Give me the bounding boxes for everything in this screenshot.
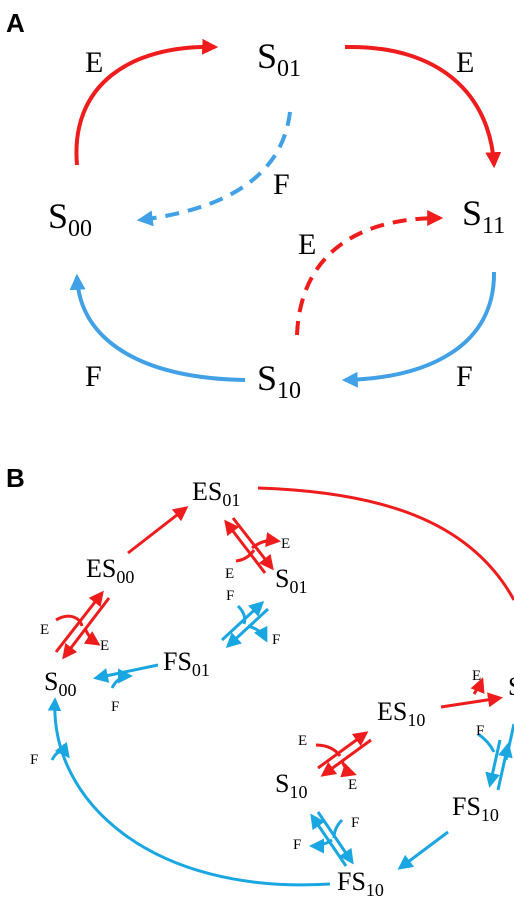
small-label-f5: F bbox=[476, 723, 484, 739]
side-f-fs01-in bbox=[236, 604, 247, 625]
side-e-in-es00 bbox=[55, 614, 84, 627]
node-fs10-right: FS10 bbox=[452, 792, 499, 825]
side-f-right bbox=[477, 732, 496, 753]
edge-label-e-center: E bbox=[298, 228, 316, 261]
edge-label-f-bottom-left: F bbox=[85, 360, 102, 393]
node-s00: S00 bbox=[44, 667, 76, 700]
edge-label-e-top-left: E bbox=[85, 46, 103, 79]
node-s11-cut: S bbox=[508, 672, 514, 701]
arc-fs10-to-s00 bbox=[47, 697, 331, 887]
side-f-s00 bbox=[110, 668, 133, 689]
node-es10: ES10 bbox=[377, 697, 425, 730]
node-s01: S01 bbox=[275, 564, 307, 597]
small-label-e5: E bbox=[472, 668, 481, 684]
node-fs10-bottom: FS10 bbox=[337, 867, 384, 900]
arrow-es10-to-right bbox=[440, 692, 503, 709]
edge-label-f-bottom-right: F bbox=[456, 360, 473, 393]
pair-s00-es00-down bbox=[62, 597, 111, 660]
side-e-right bbox=[470, 677, 485, 695]
edge-label-f-center: F bbox=[273, 168, 290, 201]
state-s01: S01 bbox=[257, 36, 301, 82]
side-e-es01-in bbox=[235, 549, 256, 563]
state-s10: S10 bbox=[257, 358, 301, 404]
small-label-e2: E bbox=[100, 638, 109, 654]
side-f-fs10-out bbox=[309, 838, 333, 854]
small-label-e4: E bbox=[225, 566, 234, 582]
small-label-e3: E bbox=[281, 536, 290, 552]
small-label-e7: E bbox=[348, 777, 357, 793]
small-label-f3: F bbox=[111, 699, 119, 715]
arrow-fs10-right-to-fs10-bottom bbox=[397, 830, 449, 870]
arrow-s00-to-s01-e bbox=[74, 38, 219, 166]
arrow-s11-to-s10-f bbox=[341, 271, 497, 388]
small-label-f7: F bbox=[293, 837, 301, 853]
side-e-es01 bbox=[251, 532, 281, 550]
side-f-fs10-in bbox=[332, 818, 344, 839]
arrow-s10-to-s11-e-dashed bbox=[295, 210, 444, 336]
side-e-es10-in bbox=[315, 743, 342, 757]
side-e-out-es00 bbox=[83, 627, 101, 646]
pair-es01-s01-up bbox=[224, 519, 267, 574]
pair-es01-s01-down bbox=[231, 517, 274, 571]
arrow-es00-to-es01 bbox=[127, 506, 189, 555]
arrow-s01-to-s00-f-dashed bbox=[136, 111, 292, 227]
small-label-f4: F bbox=[30, 752, 38, 768]
state-s11: S11 bbox=[462, 193, 505, 239]
small-label-f6: F bbox=[351, 815, 359, 831]
node-fs01: FS01 bbox=[163, 647, 210, 680]
node-s10: S10 bbox=[275, 769, 307, 802]
side-f-right-2 bbox=[504, 723, 514, 761]
small-label-e1: E bbox=[40, 622, 49, 638]
side-e-es10-out bbox=[340, 759, 357, 778]
node-es00: ES00 bbox=[86, 554, 134, 587]
node-es01: ES01 bbox=[192, 477, 240, 510]
edge-label-e-top-right: E bbox=[456, 46, 474, 79]
state-s00: S00 bbox=[48, 196, 92, 242]
side-f-left bbox=[50, 741, 70, 761]
small-label-f1: F bbox=[226, 588, 234, 604]
panel-b-label: B bbox=[6, 463, 25, 493]
pair-s10-es10-down bbox=[320, 738, 372, 777]
small-label-f2: F bbox=[272, 632, 280, 648]
arrow-s10-to-s00-f bbox=[69, 273, 246, 382]
panel-a-label: A bbox=[6, 8, 25, 38]
small-label-e6: E bbox=[298, 733, 307, 749]
arrow-s01-to-s11-e bbox=[344, 44, 502, 169]
arc-es01-to-right bbox=[257, 486, 514, 601]
side-f-fs01-out bbox=[247, 624, 268, 643]
